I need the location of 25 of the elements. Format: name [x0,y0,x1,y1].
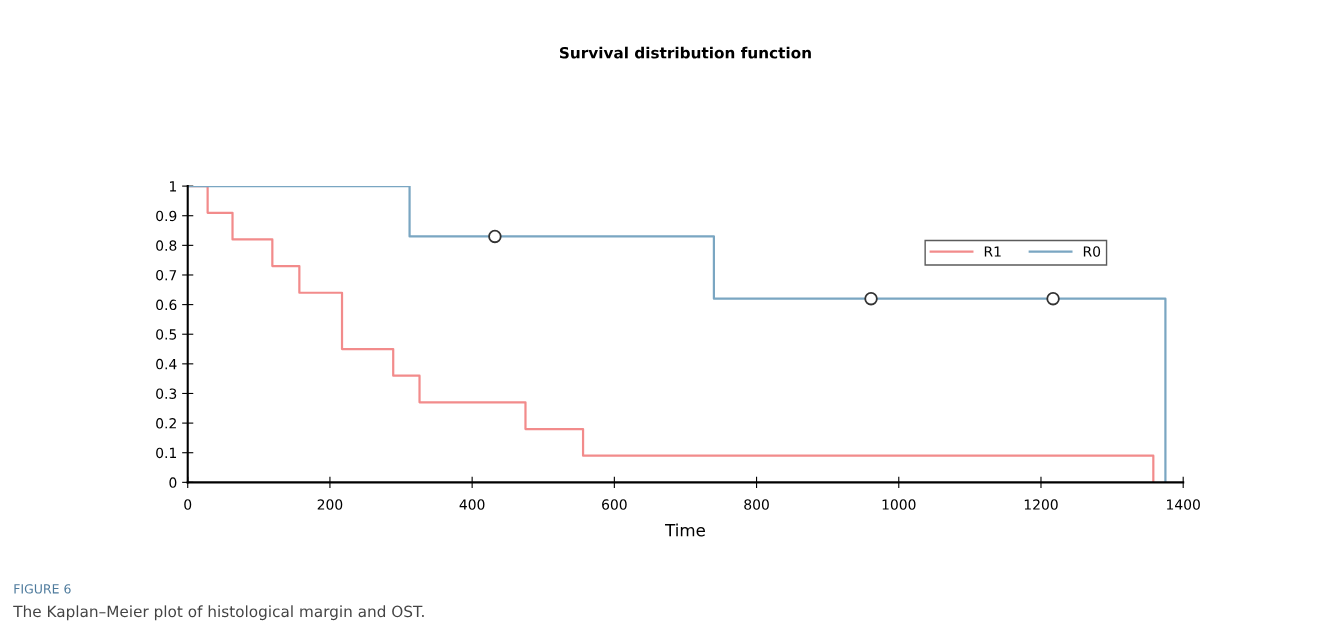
y-tick-label: 0.8 [156,240,177,251]
y-tick-label: 0.5 [156,329,177,340]
x-axis-title: Time [665,523,705,537]
x-tick-label: 800 [744,499,769,510]
x-tick-label: 1400 [1167,499,1200,510]
y-tick-label: 0.4 [156,358,177,370]
legend-label: R0 [1083,246,1101,257]
chart-title: Survival distribution function [559,46,811,59]
x-tick-label: 600 [602,499,627,510]
x-tick-label: 200 [317,499,343,510]
y-tick-label: 0.3 [156,388,177,399]
legend-label: R1 [984,246,1001,257]
y-tick-label: 0.6 [156,299,177,311]
x-tick-label: 400 [459,499,485,510]
x-tick-label: 1200 [1024,499,1058,510]
y-tick-label: 0.9 [156,210,177,222]
y-tick-label: 1 [170,181,177,192]
caption: FIGURE 6 [14,584,71,594]
text: The Kaplan–Meier plot of histological margin and OST. [13,605,424,621]
x-tick-label: 0 [184,499,192,510]
y-tick-label: 0 [169,477,177,488]
y-tick-label: 0.7 [156,269,177,281]
x-tick-label: 1000 [882,499,916,510]
y-tick-label: 0.2 [156,418,176,429]
y-tick-label: 0.1 [156,447,177,459]
